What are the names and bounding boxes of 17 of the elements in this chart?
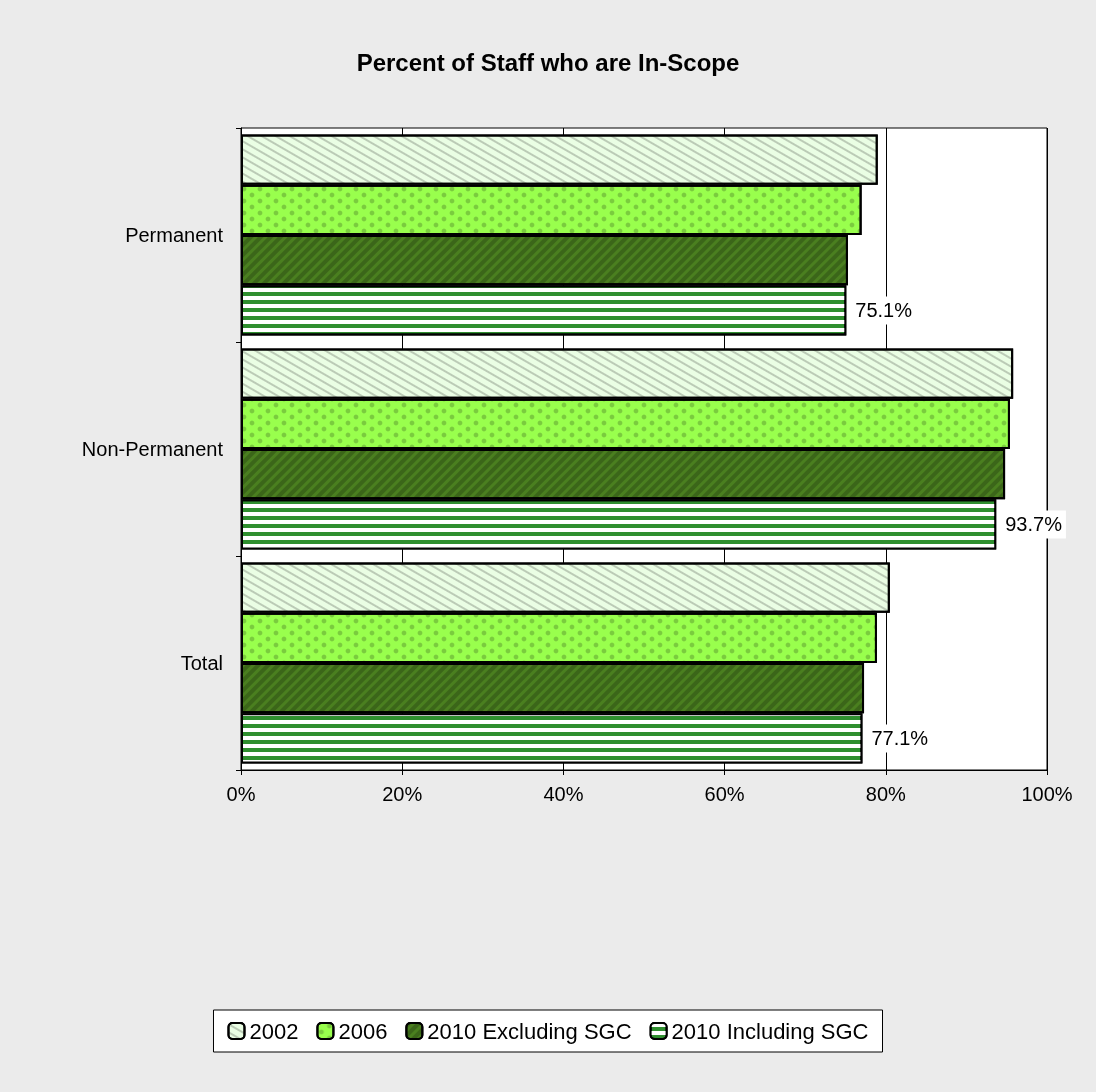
y-tick-label: Total [180,652,223,674]
legend-label: 2002 [249,1018,299,1044]
data-label: 75.1% [855,299,913,322]
y-tick-label: Non-Permanent [81,438,224,460]
legend-label: 2010 Excluding SGC [427,1018,632,1044]
data-label: 77.1% [871,727,929,750]
data-label: 93.7% [1005,513,1063,536]
legend-label: 2006 [338,1018,388,1044]
y-tick-label: Permanent [125,224,224,246]
x-tick-label: 60% [704,783,745,805]
x-tick-label: 20% [382,783,423,805]
legend-label: 2010 Including SGC [671,1018,869,1044]
x-tick-label: 80% [865,783,907,805]
chart-title: Percent of Staff who are In-Scope [356,48,740,76]
x-tick-label: 40% [543,783,584,805]
x-tick-label: 100% [1021,783,1073,805]
x-tick-label: 0% [226,783,256,805]
